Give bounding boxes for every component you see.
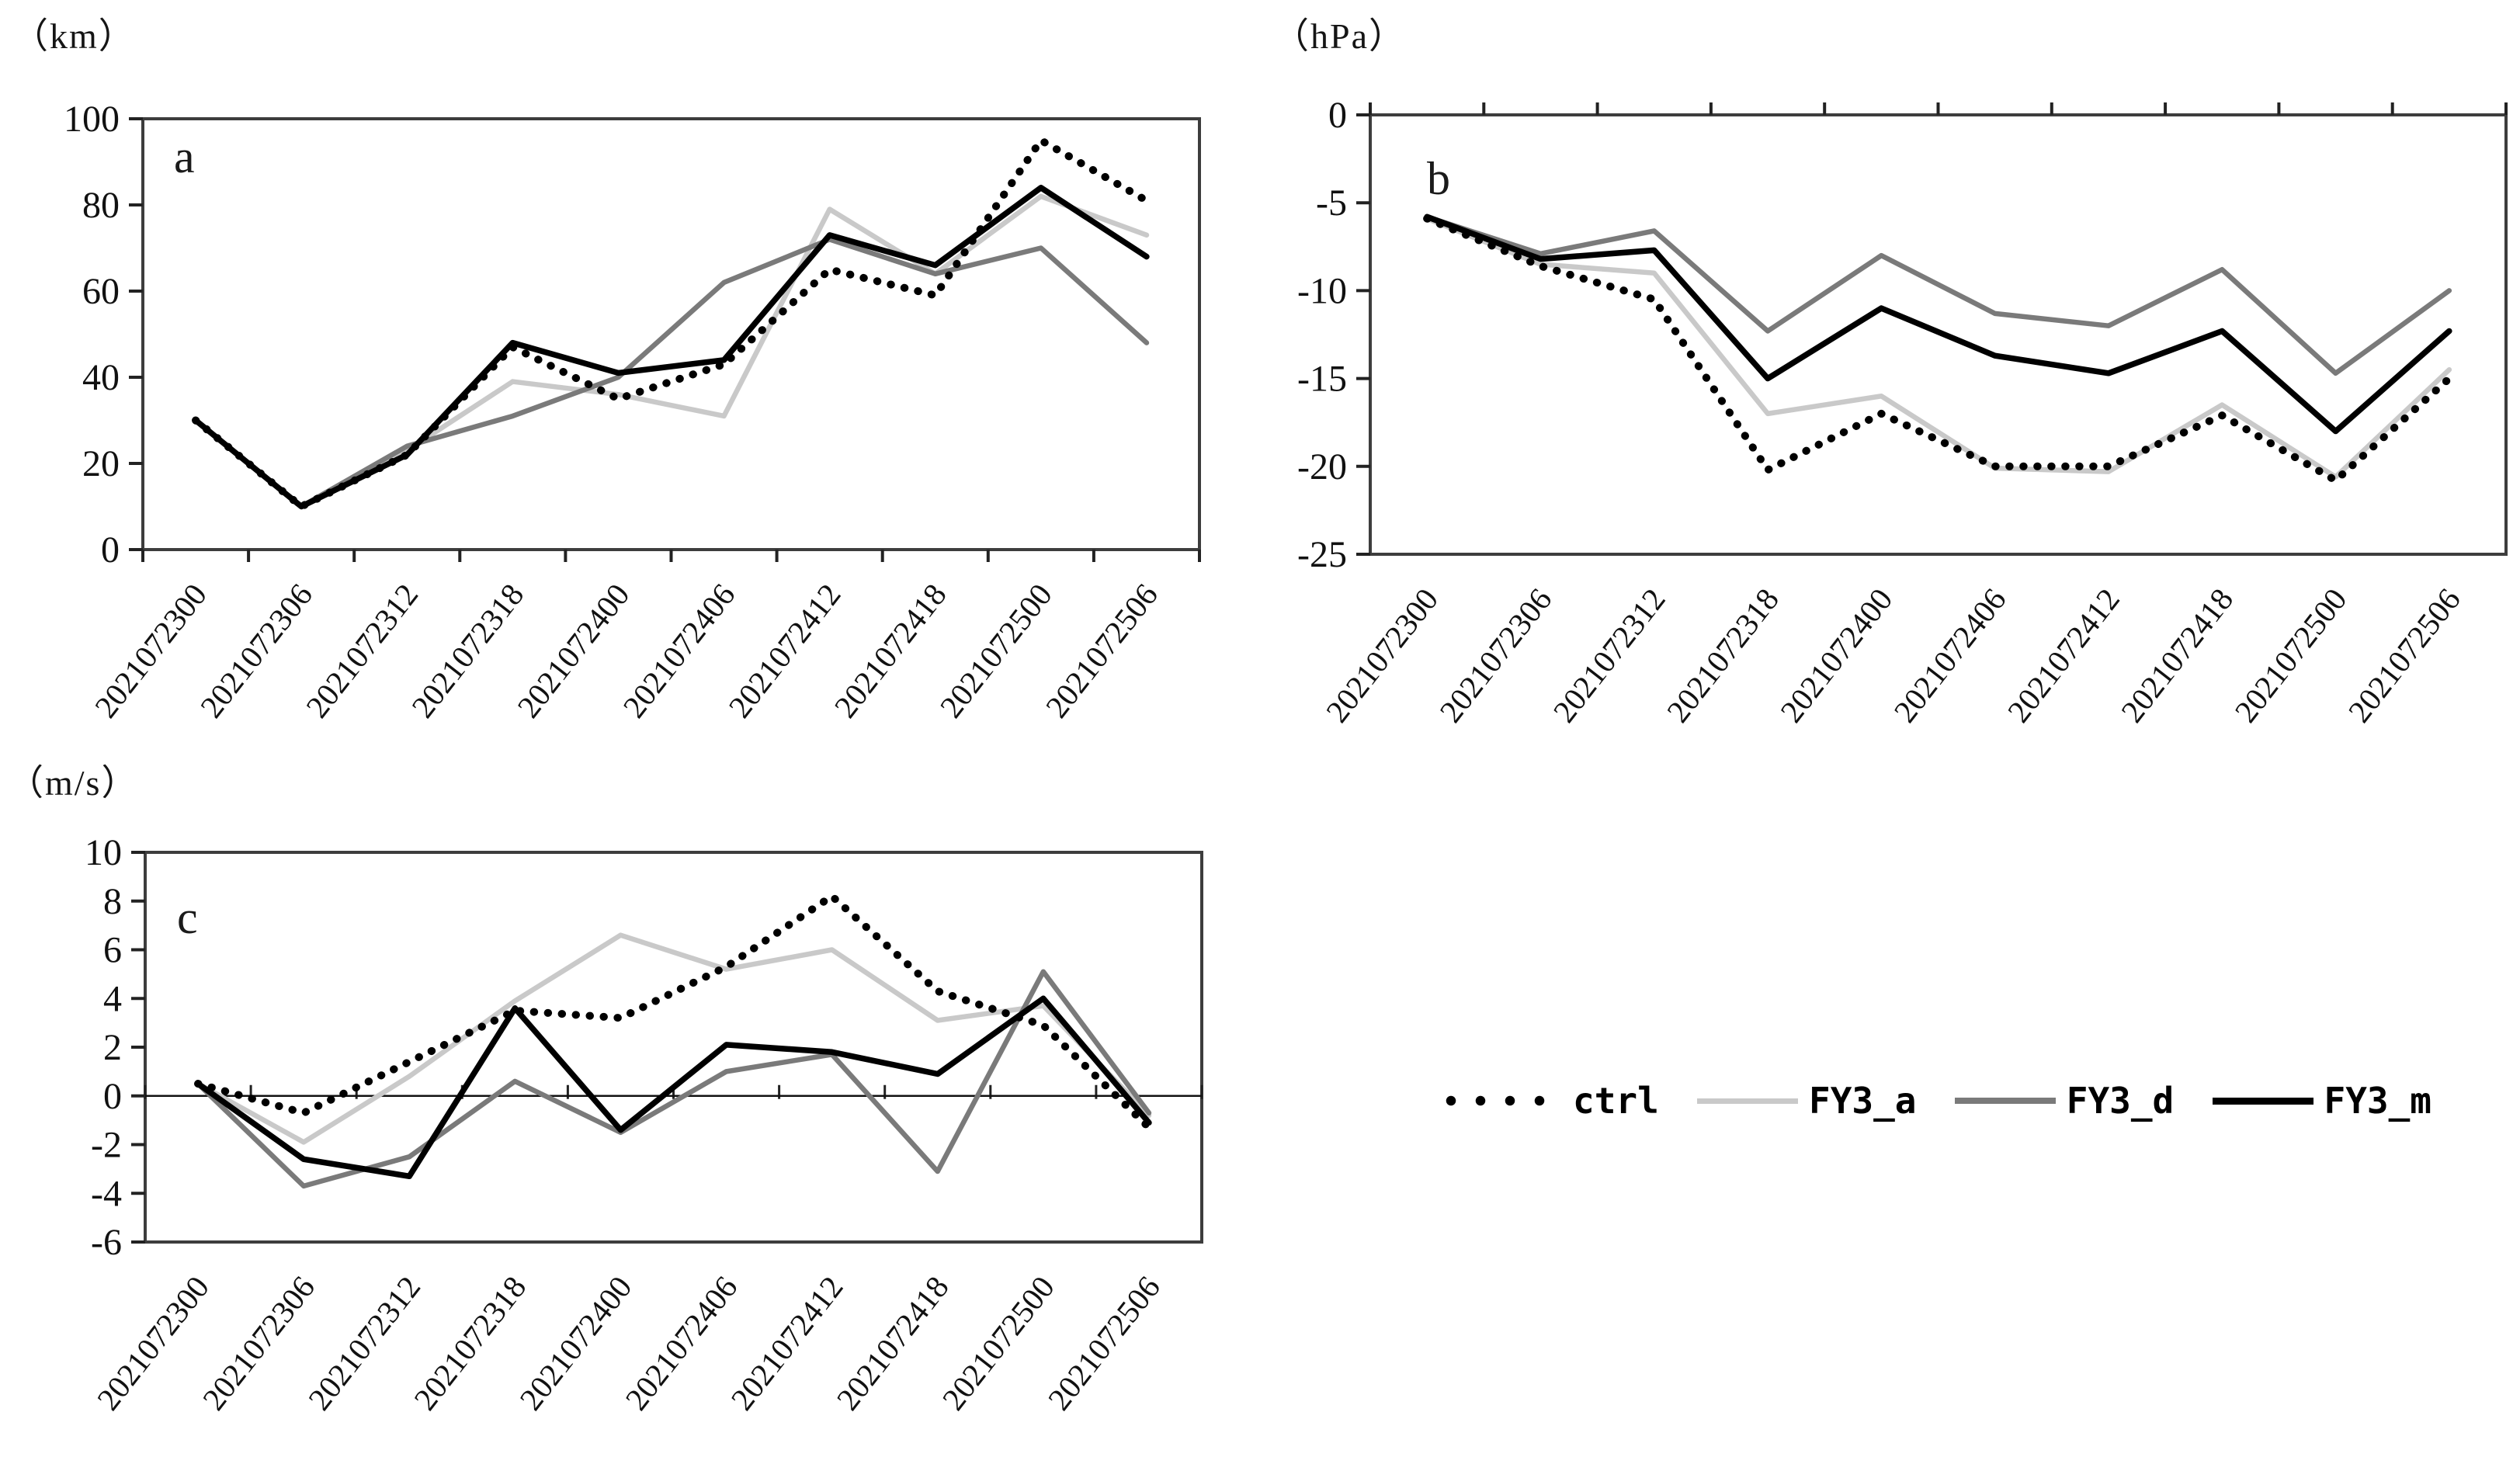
series-FY3_d-panel-b [1424, 214, 2452, 376]
svg-text:-2: -2 [91, 1125, 122, 1166]
svg-text:80: 80 [82, 185, 120, 226]
svg-text:-6: -6 [91, 1222, 122, 1263]
svg-text:6: 6 [103, 930, 122, 971]
svg-text:0: 0 [1328, 95, 1347, 136]
series-FY3_d-panel-c [195, 969, 1152, 1189]
series-ctrl-panel-b [1423, 214, 2453, 484]
legend-label-ctrl: ctrl [1573, 1080, 1659, 1122]
svg-text:-10: -10 [1297, 270, 1347, 311]
svg-text:2021072406: 2021072406 [1887, 581, 2012, 729]
legend-label-fy3m: FY3_m [2324, 1080, 2431, 1122]
fy3a-line-sample [1697, 1098, 1799, 1104]
svg-text:8: 8 [103, 881, 122, 922]
chart-b-pressure-error: 0-5-10-15-20-252021072300202107230620210… [1297, 95, 2508, 729]
panel-b-letter: b [1427, 153, 1450, 204]
svg-text:2021072506: 2021072506 [2341, 581, 2466, 729]
svg-text:-20: -20 [1297, 446, 1347, 487]
legend-label-fy3d: FY3_d [2066, 1080, 2175, 1122]
series-FY3_m-panel-a [193, 185, 1150, 510]
legend-item-fy3a: FY3_a [1697, 1080, 1917, 1122]
series-FY3_a-panel-c [195, 932, 1152, 1145]
series-FY3_m-panel-b [1424, 213, 2452, 435]
series-FY3_a-panel-b [1424, 216, 2452, 480]
legend-item-fy3m: FY3_m [2212, 1080, 2431, 1122]
svg-text:-25: -25 [1297, 534, 1347, 575]
series-FY3_d-panel-a [193, 237, 1150, 509]
legend-item-fy3d: FY3_d [1954, 1080, 2175, 1122]
chart-a-track-error: 0204060801002021072300202107230620210723… [64, 99, 1201, 724]
legend-label-fy3a: FY3_a [1809, 1080, 1917, 1122]
svg-text:2021072318: 2021072318 [1660, 581, 1786, 729]
panel-a-unit-label: （km） [12, 16, 136, 56]
svg-text:2021072300: 2021072300 [1319, 581, 1445, 729]
svg-text:-5: -5 [1316, 182, 1347, 224]
svg-text:2021072306: 2021072306 [1432, 581, 1558, 729]
svg-text:2: 2 [103, 1027, 122, 1068]
svg-text:2021072312: 2021072312 [1546, 581, 1671, 729]
svg-text:40: 40 [82, 357, 120, 398]
svg-text:60: 60 [82, 271, 120, 312]
svg-text:2021072412: 2021072412 [2001, 581, 2126, 729]
svg-text:4: 4 [103, 978, 122, 1019]
panel-c-unit-label: （m/s） [8, 763, 139, 803]
svg-text:0: 0 [101, 529, 120, 571]
svg-text:2021072418: 2021072418 [2114, 581, 2240, 729]
ctrl-dotted-line-sample [1446, 1095, 1562, 1106]
legend-item-ctrl: ctrl [1446, 1080, 1659, 1122]
series-FY3_m-panel-c [195, 995, 1152, 1180]
panel-c-letter: c [177, 892, 198, 943]
legend: ctrl FY3_a FY3_d FY3_m [1446, 1070, 2431, 1132]
panel-b-unit-label: （hPa） [1273, 16, 1406, 56]
svg-text:20: 20 [82, 443, 120, 484]
series-ctrl-panel-a [192, 136, 1151, 511]
series-ctrl-panel-c [194, 892, 1153, 1132]
svg-text:0: 0 [103, 1076, 122, 1117]
svg-text:10: 10 [85, 832, 122, 873]
svg-text:2021072500: 2021072500 [2227, 581, 2353, 729]
series-FY3_a-panel-a [193, 193, 1150, 509]
svg-text:2021072400: 2021072400 [1773, 581, 1899, 729]
svg-text:-15: -15 [1297, 359, 1347, 400]
svg-text:100: 100 [64, 99, 120, 140]
fy3m-line-sample [2212, 1097, 2313, 1105]
panel-a-letter: a [174, 131, 195, 182]
chart-c-wind-error: 1086420-2-4-6202107230020210723062021072… [85, 832, 1203, 1417]
svg-text:-4: -4 [91, 1173, 122, 1214]
fy3d-line-sample [1954, 1098, 2056, 1104]
